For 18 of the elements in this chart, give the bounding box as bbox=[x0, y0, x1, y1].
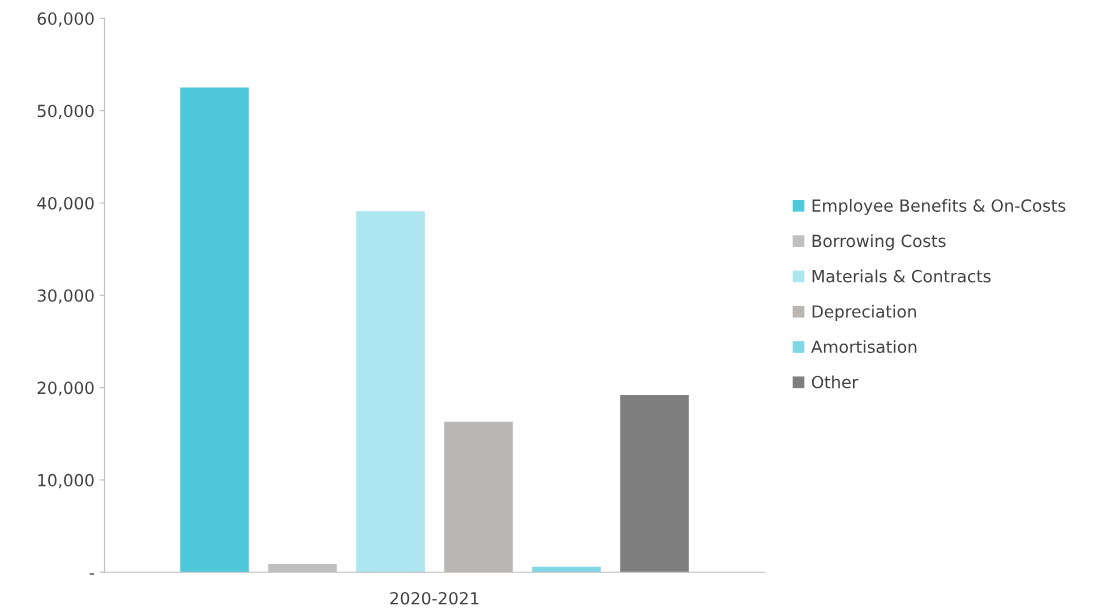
y-tick-label: 40,000 bbox=[37, 196, 94, 212]
y-tick-label: 10,000 bbox=[38, 473, 94, 489]
legend-label: Amortisation bbox=[811, 340, 917, 354]
bar bbox=[532, 566, 601, 573]
legend-label: Employee Benefits & On-Costs bbox=[812, 198, 1066, 216]
legend-label: Materials & Contracts bbox=[812, 269, 991, 283]
legend-label: Depreciation bbox=[812, 304, 916, 321]
x-tick-label: 2020-2021 bbox=[390, 591, 479, 605]
bar bbox=[180, 87, 249, 573]
y-tick-label: 60,000 bbox=[37, 12, 94, 27]
y-tick-label: 20,000 bbox=[37, 381, 94, 396]
y-tick-label: 30,000 bbox=[37, 289, 94, 304]
bar bbox=[620, 394, 689, 573]
y-tick-label: 50,000 bbox=[37, 104, 94, 119]
legend-label: Other bbox=[811, 375, 859, 389]
legend-label: Borrowing Costs bbox=[812, 234, 946, 251]
bar bbox=[356, 211, 425, 573]
y-tick-label: - bbox=[89, 573, 94, 575]
